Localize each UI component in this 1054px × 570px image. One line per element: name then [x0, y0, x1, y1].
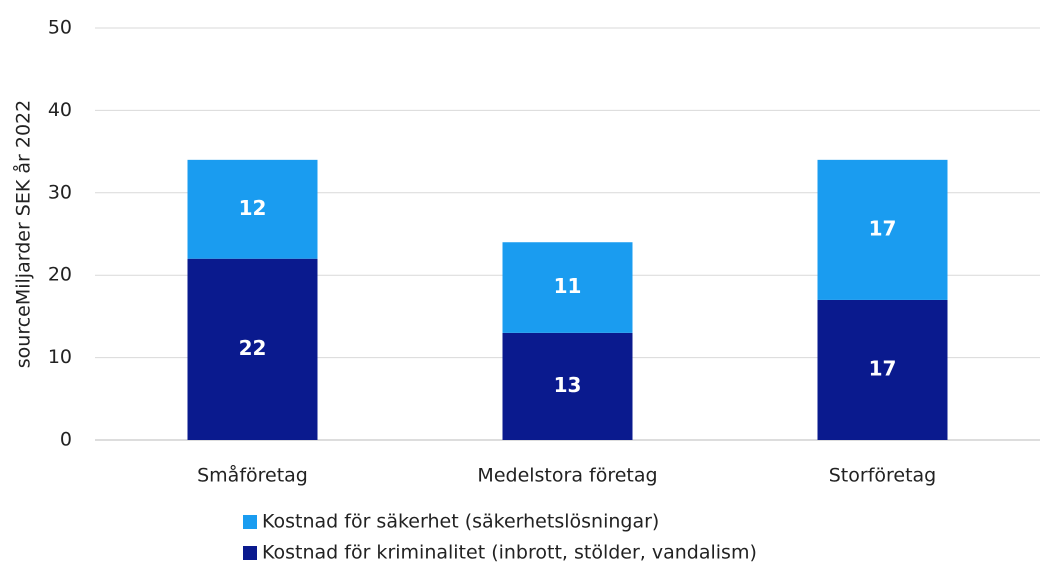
- y-tick-label: 30: [48, 181, 72, 203]
- legend-swatch: [243, 515, 257, 529]
- x-tick-label: Storföretag: [829, 465, 937, 487]
- legend-label: Kostnad för kriminalitet (inbrott, stöld…: [262, 542, 757, 564]
- data-label: 11: [554, 274, 582, 298]
- y-tick-label: 20: [48, 264, 72, 286]
- data-label: 17: [869, 356, 897, 380]
- data-label: 17: [869, 216, 897, 240]
- bar-segment: [817, 159, 948, 300]
- y-axis-label: sourceMiljarder SEK år 2022: [12, 100, 35, 368]
- legend-label: Kostnad för säkerhet (säkerhetslösningar…: [262, 511, 659, 533]
- x-tick-label: Småföretag: [197, 464, 308, 487]
- bar-segment: [187, 159, 318, 259]
- y-tick-label: 50: [48, 17, 72, 39]
- y-tick-label: 40: [48, 99, 72, 121]
- data-label: 13: [554, 373, 582, 397]
- bar-segment: [817, 299, 948, 440]
- data-label: 12: [239, 196, 267, 220]
- bar-segment: [187, 258, 318, 440]
- data-label: 22: [239, 336, 267, 360]
- y-tick-label: 10: [48, 346, 72, 368]
- x-tick-label: Medelstora företag: [477, 465, 657, 487]
- bar-segment: [502, 332, 633, 440]
- legend-swatch: [243, 546, 257, 560]
- y-tick-label: 0: [60, 429, 72, 451]
- bar-segment: [502, 242, 633, 333]
